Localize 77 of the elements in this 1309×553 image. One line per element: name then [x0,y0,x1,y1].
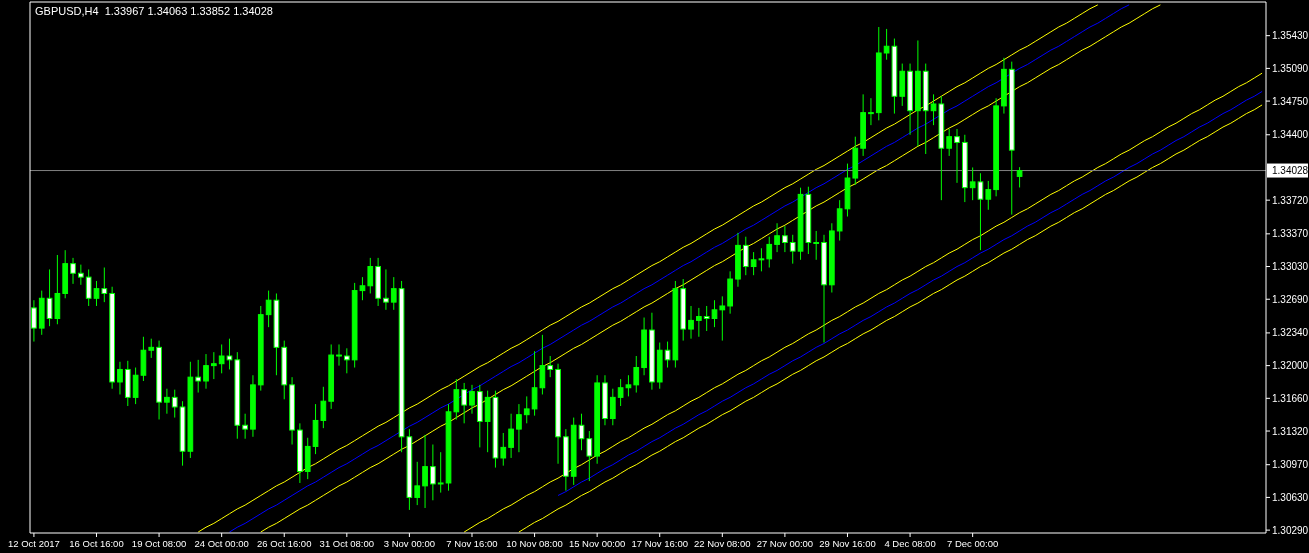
candlestick [954,128,960,184]
candlestick [688,305,694,340]
y-tick-label: 1.32690 [1272,293,1309,305]
candlestick [367,257,374,294]
y-tick-label: 1.33370 [1272,228,1309,240]
y-tick-label: 1.33030 [1272,261,1309,273]
line-series [557,90,1263,496]
x-tick-label: 12 Oct 2017 [8,538,60,549]
candlestick [70,257,76,285]
x-tick-label: 10 Nov 08:00 [506,538,563,549]
candlestick [789,234,796,265]
y-tick-label: 1.35430 [1272,30,1309,42]
x-tick-label: 7 Nov 16:00 [446,538,498,549]
x-tick-label: 24 Oct 00:00 [194,538,249,549]
candlestick [242,413,248,440]
y-tick-label: 1.30290 [1272,524,1309,536]
candlestick [469,384,475,415]
candlestick [633,355,640,394]
candlestick [609,388,616,426]
x-tick-label: 22 Nov 08:00 [694,538,751,549]
candlestick [742,236,749,276]
candlestick [1016,166,1023,188]
ref-line-label: 1.34028 [1272,165,1309,177]
candlestick [171,389,178,419]
candlestick [985,180,992,211]
x-tick-label: 15 Nov 00:00 [568,538,626,549]
candlestick [195,359,202,394]
candlestick [946,128,953,157]
candlestick [383,268,389,311]
candlestick [210,351,217,380]
candlestick [343,347,350,374]
x-tick-label: 31 Oct 08:00 [319,538,375,549]
candlestick [78,264,84,286]
candlestick [516,403,522,453]
candlestick [766,236,773,268]
x-tick-label: 3 Nov 00:00 [383,538,436,549]
y-tick-label: 1.30970 [1272,459,1309,471]
x-tick-label: 27 Nov 00:00 [756,538,814,549]
y-tick-label: 1.30630 [1272,491,1309,503]
x-tick-label: 7 Dec 00:00 [947,538,999,549]
x-tick-label: 26 Oct 16:00 [257,538,312,549]
x-tick-label: 19 Oct 08:00 [131,538,187,549]
candlestick [508,413,514,459]
candlestick [500,432,507,467]
candlestick [774,222,780,253]
y-tick-label: 1.33720 [1272,194,1309,206]
candlestick [164,388,170,415]
candlestick [719,295,726,342]
candlestick [813,230,820,261]
candlestick [461,382,468,424]
x-tick-label: 29 Nov 16:00 [819,538,876,549]
y-tick-label: 1.31320 [1272,425,1309,437]
candlestick [117,361,123,395]
y-tick-label: 1.35090 [1272,62,1309,74]
candlestick [437,451,444,494]
y-tick-label: 1.32340 [1272,327,1309,339]
candlestick [390,276,397,311]
y-tick-label: 1.34400 [1272,129,1309,141]
candlestick [414,461,421,506]
candlestick [101,267,108,303]
candlestick [430,444,436,501]
y-tick-label: 1.32000 [1272,360,1309,372]
chart-title: GBPUSD,H4 1.33967 1.34063 1.33852 1.34028 [35,5,273,17]
candlestick [547,355,554,378]
x-tick-label: 4 Dec 08:00 [884,538,936,549]
candlestick [782,225,788,253]
y-tick-label: 1.34750 [1272,95,1309,107]
candlestick [523,395,530,424]
x-tick-label: 17 Nov 16:00 [631,538,688,549]
x-tick-label: 16 Oct 16:00 [69,538,124,549]
candlestick [696,307,702,338]
candlestick [422,434,428,509]
candlestick [203,353,209,390]
candlestick [336,343,342,367]
y-tick-label: 1.31660 [1272,392,1309,404]
candlestick [148,338,155,359]
candlestick [868,97,874,126]
